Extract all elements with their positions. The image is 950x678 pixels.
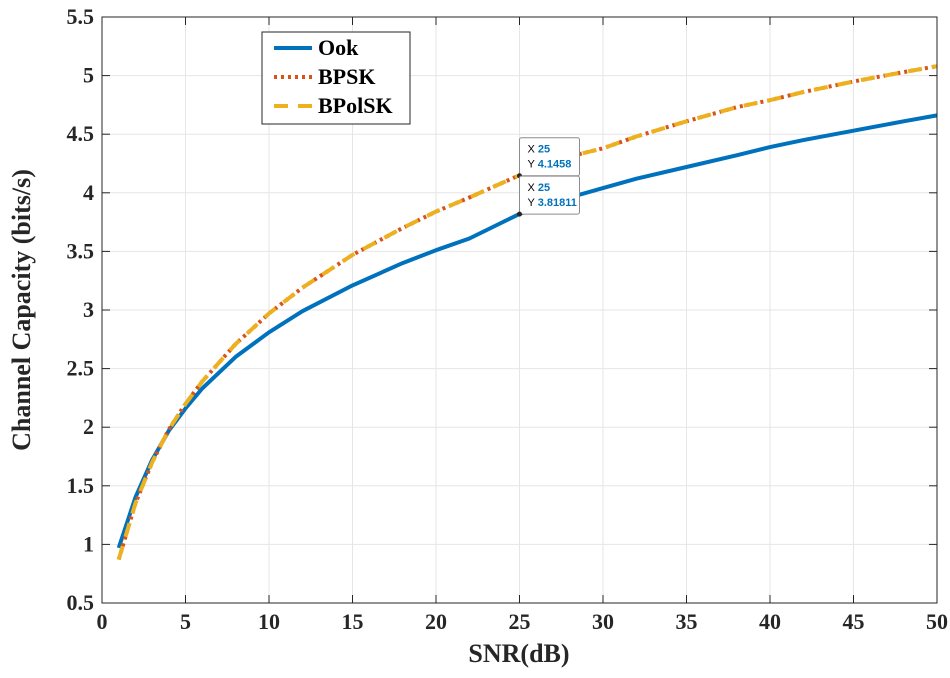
- datatip-x-label: X 25: [528, 144, 551, 156]
- y-tick-label: 1: [83, 531, 94, 556]
- x-tick-label: 50: [926, 609, 948, 634]
- datatip[interactable]: X 25 Y 4.1458: [517, 137, 580, 179]
- x-axis-label: SNR(dB): [468, 639, 569, 668]
- y-tick-label: 0.5: [67, 590, 95, 615]
- x-tick-label: 40: [759, 609, 781, 634]
- y-tick-label: 2: [83, 414, 94, 439]
- y-tick-label: 5.5: [67, 4, 95, 29]
- series-line-bpolsk: [116, 64, 938, 561]
- series-lines: [116, 64, 938, 561]
- datatip-y-label: Y 4.1458: [528, 159, 572, 171]
- datatip[interactable]: X 25 Y 3.81811: [517, 175, 580, 217]
- x-tick-label: 15: [342, 609, 364, 634]
- y-tick-label: 4: [83, 180, 94, 205]
- x-tick-label: 20: [425, 609, 447, 634]
- datatip-y-label: Y 3.81811: [528, 197, 577, 209]
- datatip-y-value: 4.1458: [538, 159, 572, 171]
- legend-label-bpsk: BPSK: [318, 64, 375, 89]
- y-tick-label: 1.5: [67, 473, 95, 498]
- legend[interactable]: Ook BPSK BPolSK: [261, 31, 411, 125]
- x-tick-label: 35: [676, 609, 698, 634]
- y-tick-label: 3.5: [67, 238, 95, 263]
- y-axis-label: Channel Capacity (bits/s): [7, 169, 36, 451]
- datatips[interactable]: X 25 Y 4.1458 X 25 Y 3.81811: [517, 137, 580, 217]
- legend-label-ook: Ook: [318, 35, 359, 60]
- x-tick-label: 5: [180, 609, 191, 634]
- datatip-x-label: X 25: [528, 182, 551, 194]
- y-tick-label: 4.5: [67, 121, 95, 146]
- datatip-x-value: 25: [538, 182, 550, 194]
- y-tick-label: 2.5: [67, 356, 95, 381]
- grid: [101, 16, 938, 604]
- y-tick-label: 5: [83, 63, 94, 88]
- datatip-y-value: 3.81811: [538, 197, 577, 209]
- datatip-marker: [517, 211, 522, 217]
- datatip-box: [519, 175, 580, 215]
- axes: [101, 16, 938, 604]
- legend-label-bpolsk: BPolSK: [318, 93, 393, 118]
- tick-labels: 0 5 10 15 20 25 30 35 40 45 50 0.5 1 1.5 2 2.5 3 3.5 4 4.5 5…: [67, 4, 949, 634]
- series-line-ook: [116, 113, 938, 549]
- x-tick-label: 25: [509, 609, 531, 634]
- x-tick-label: 0: [97, 609, 108, 634]
- y-tick-label: 3: [83, 297, 94, 322]
- x-tick-label: 10: [258, 609, 280, 634]
- datatip-x-value: 25: [538, 144, 550, 156]
- x-tick-label: 30: [592, 609, 614, 634]
- x-tick-label: 45: [843, 609, 865, 634]
